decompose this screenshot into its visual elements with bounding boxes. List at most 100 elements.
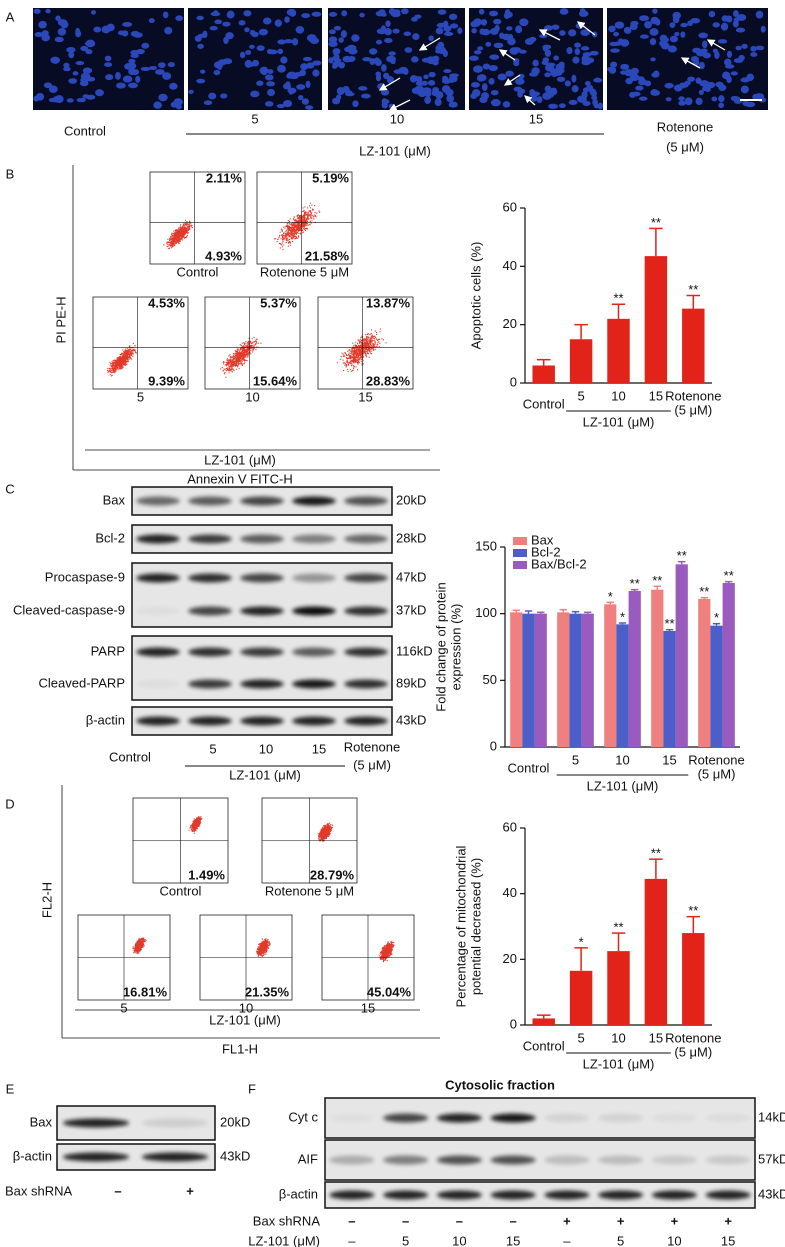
significance: ** [664,616,674,631]
quadrant-percent: 5.19% [312,170,349,185]
significance: * [608,589,613,604]
legend-swatch [513,549,527,557]
row-label: Bax shRNA [5,1183,73,1198]
lane-label: 10 [390,111,404,126]
quadrant-percent: 4.53% [148,295,185,310]
blot-label: Cleaved-PARP [39,675,125,690]
flow-events [273,202,321,251]
y-axis-label: Apoptotic cells (%) [468,242,483,350]
blot-label: Cleaved-caspase-9 [13,602,125,617]
significance: * [579,934,584,949]
x-tick-label: Control [508,760,550,775]
band [136,716,180,726]
blot-label: AIF [298,1151,318,1166]
band [188,534,232,544]
band [344,606,388,616]
lane-label: 5 [209,741,216,756]
lane-label: (5 μM) [353,757,391,772]
bar [604,604,617,747]
band [329,1155,375,1165]
flow-plot [149,171,246,265]
flow-events [220,336,262,378]
nuclei [188,8,322,110]
nuclei [328,8,463,109]
row-label: Bax shRNA [253,1213,321,1228]
legend-swatch [513,561,527,569]
quadrant-percent: 21.35% [245,984,290,999]
x-tick-label: 5 [577,388,584,403]
band [490,1155,536,1165]
blot-label: Bax [103,492,126,507]
panel-letter: A [6,9,15,24]
band [490,1190,536,1200]
bar [607,951,630,1025]
lane-label: 5 [251,111,258,126]
band [188,716,232,726]
plot-label: 15 [361,1000,375,1015]
bar [522,613,535,747]
bar [722,583,735,747]
y-axis-label: Fold change of protein [433,582,448,711]
bar [644,256,668,383]
x-tick-label: 10 [611,388,625,403]
flow-events [188,816,203,834]
row-value: + [724,1213,732,1228]
panel-letter: E [6,1081,15,1096]
band [329,1114,374,1123]
band [136,647,180,657]
band [544,1113,590,1123]
quadrant-percent: 28.83% [366,373,411,388]
significance: * [714,610,719,625]
row-value: – [563,1233,571,1247]
arrow [503,74,521,86]
plot-label: Control [177,264,219,279]
band [240,647,284,657]
band [136,607,180,616]
blot-size: 89kD [396,675,426,690]
x-tick-label: (5 μM) [674,402,712,417]
x-tick-label: Control [523,1038,565,1053]
band [136,680,180,689]
plot-label: Rotenone 5 μM [260,264,349,279]
significance: ** [699,584,709,599]
arrow [378,77,401,91]
bar [581,613,594,747]
band [188,606,232,616]
row-value: – [348,1233,356,1247]
bar [607,318,630,383]
bar [682,933,705,1025]
band [344,534,388,544]
band [62,1118,130,1128]
quadrant-percent: 1.49% [188,867,225,882]
quadrant-percent: 15.64% [253,373,298,388]
quadrant-percent: 5.37% [260,295,297,310]
significance: ** [688,282,698,297]
band [141,1118,209,1128]
band [188,679,232,689]
band [705,1155,751,1165]
band [240,679,284,689]
blot-size: 20kD [220,1114,250,1129]
y-tick-label: 60 [503,819,517,834]
quadrant-percent: 16.81% [123,984,168,999]
flow-events [378,940,395,963]
blot-size: 14kD [758,1109,785,1124]
significance: ** [613,920,623,935]
flow-events [256,938,271,958]
panel-letter: B [6,166,15,181]
x-tick-label: Rotenone [688,752,744,767]
x-tick-label: 15 [662,752,676,767]
y-tick-label: 60 [503,199,517,214]
plot-label: 5 [137,389,144,404]
row-label: LZ-101 (μM) [248,1233,320,1247]
band [292,573,336,583]
blot-size: 37kD [396,602,426,617]
arrow [706,39,726,51]
plot-label: 15 [358,389,372,404]
plot-label: Control [160,883,202,898]
band [292,496,336,506]
band [344,496,388,506]
band [383,1113,429,1123]
arrow [524,95,536,106]
row-value: – [510,1213,517,1228]
